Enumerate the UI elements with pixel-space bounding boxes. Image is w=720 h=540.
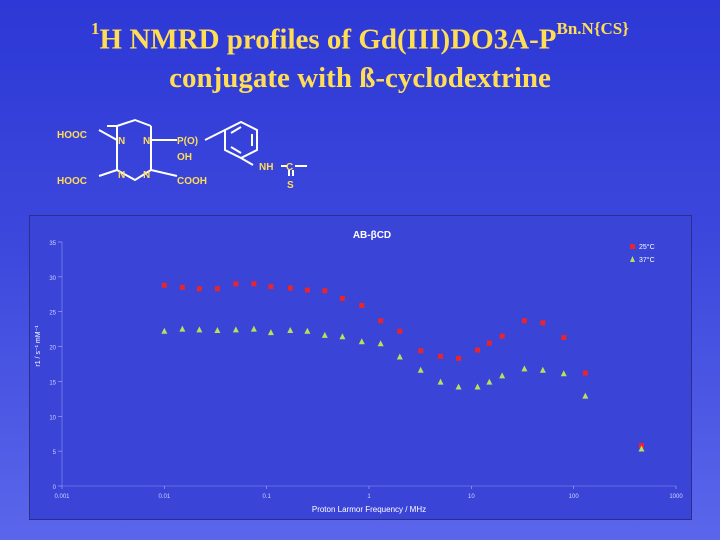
data-point-37c xyxy=(250,325,257,332)
chemical-structure: HOOC HOOC N N N N P(O) OH COOH NH C S xyxy=(57,118,307,191)
data-point-25c xyxy=(287,285,293,291)
sulfur-label: S xyxy=(287,180,294,191)
legend-label: 25°C xyxy=(639,243,655,251)
data-point-37c xyxy=(267,329,274,336)
x-tick-label: 0.1 xyxy=(262,494,271,500)
title-line-2: conjugate with ß-cyclodextrine xyxy=(169,61,551,94)
nitrogen-4-label: N xyxy=(143,170,150,181)
data-point-25c xyxy=(179,284,185,290)
phosphinate-label: P(O) xyxy=(177,136,198,147)
legend-swatch-25c xyxy=(630,244,635,249)
data-point-25c xyxy=(214,286,220,292)
data-point-37c xyxy=(499,372,506,379)
data-point-25c xyxy=(499,333,505,339)
hooc-top-label: HOOC xyxy=(57,130,87,141)
y-tick-label: 35 xyxy=(49,241,56,247)
title-line-1: 1H NMRD profiles of Gd(III)DO3A-PBn.N{CS… xyxy=(0,14,720,59)
data-point-25c xyxy=(359,302,365,308)
nh-label: NH xyxy=(259,162,273,173)
nitrogen-2-label: N xyxy=(143,136,150,147)
data-point-37c xyxy=(232,326,239,333)
title-main: H NMRD profiles of Gd(III)DO3A-P xyxy=(99,23,557,56)
x-tick-label: 0.001 xyxy=(54,494,70,500)
data-point-37c xyxy=(214,327,221,334)
data-point-37c xyxy=(196,326,203,333)
y-axis-label: r1 / s⁻¹ mM⁻¹ xyxy=(35,325,42,367)
y-tick-label: 25 xyxy=(49,311,56,317)
data-point-25c xyxy=(339,295,345,301)
data-point-25c xyxy=(268,284,274,290)
data-point-25c xyxy=(378,318,384,324)
legend-label: 37°C xyxy=(639,256,655,264)
data-point-37c xyxy=(339,333,346,340)
data-point-25c xyxy=(397,328,403,334)
data-point-37c xyxy=(455,383,462,390)
data-point-37c xyxy=(396,353,403,360)
title-superscript: Bn.N{CS} xyxy=(556,19,629,38)
data-point-37c xyxy=(287,327,294,334)
data-point-25c xyxy=(540,320,546,326)
superscript-one: 1 xyxy=(91,19,100,38)
data-point-25c xyxy=(475,347,481,353)
x-axis-label: Proton Larmor Frequency / MHz xyxy=(312,505,426,514)
data-point-37c xyxy=(321,331,328,338)
cooh-label: COOH xyxy=(177,176,207,187)
chart-marks xyxy=(161,281,645,452)
chart-title: AB-βCD xyxy=(353,230,391,241)
y-tick-label: 15 xyxy=(49,380,56,386)
y-tick-label: 10 xyxy=(49,415,56,421)
y-tick-label: 20 xyxy=(49,346,56,352)
data-point-25c xyxy=(486,340,492,346)
x-tick-label: 100 xyxy=(569,494,580,500)
carbon-label: C xyxy=(286,162,293,173)
hooc-bottom-label: HOOC xyxy=(57,176,87,187)
chart-axes xyxy=(61,242,676,487)
data-point-37c xyxy=(304,327,311,334)
data-point-37c xyxy=(521,365,528,372)
chart-panel: AB-βCD 0 5 10 15 20 25 30 35 0.001 0.01 0.1 1 10 100 1… xyxy=(29,215,692,520)
data-point-25c xyxy=(233,281,239,287)
data-point-25c xyxy=(418,348,424,354)
chart-legend: 25°C 37°C xyxy=(630,243,655,264)
x-tick-label: 10 xyxy=(468,494,475,500)
x-tick-label: 1000 xyxy=(669,494,683,500)
legend-swatch-37c xyxy=(630,256,635,262)
data-point-37c xyxy=(417,366,424,373)
data-point-37c xyxy=(539,366,546,373)
nitrogen-1-label: N xyxy=(118,136,125,147)
data-point-37c xyxy=(638,445,645,452)
data-point-25c xyxy=(322,288,328,294)
slide-title: 1H NMRD profiles of Gd(III)DO3A-PBn.N{CS… xyxy=(0,14,720,97)
y-tick-label: 30 xyxy=(49,276,56,282)
data-point-37c xyxy=(437,378,444,385)
y-tick-label: 5 xyxy=(53,450,57,456)
data-point-25c xyxy=(456,355,462,361)
data-point-25c xyxy=(161,282,167,288)
hydroxyl-label: OH xyxy=(177,152,192,163)
x-tick-label: 0.01 xyxy=(158,494,170,500)
data-point-37c xyxy=(486,378,493,385)
y-tick-label: 0 xyxy=(53,485,57,491)
nmrd-chart: AB-βCD 0 5 10 15 20 25 30 35 0.001 0.01 0.1 1 10 100 1… xyxy=(35,230,683,514)
data-point-25c xyxy=(582,370,588,376)
data-point-25c xyxy=(438,353,444,359)
data-point-25c xyxy=(561,335,567,341)
data-point-25c xyxy=(304,287,310,293)
structure-bonds xyxy=(98,118,307,182)
data-point-37c xyxy=(560,370,567,377)
data-point-37c xyxy=(358,338,365,345)
data-point-37c xyxy=(179,325,186,332)
nitrogen-3-label: N xyxy=(118,170,125,181)
x-tick-label: 1 xyxy=(367,494,371,500)
chart-ticks: 0 5 10 15 20 25 30 35 0.001 0.01 0.1 1 10 100 1000 xyxy=(49,241,683,500)
data-point-25c xyxy=(251,281,257,287)
data-point-37c xyxy=(161,327,168,334)
data-point-37c xyxy=(377,340,384,347)
data-point-25c xyxy=(196,286,202,292)
data-point-37c xyxy=(474,383,481,390)
data-point-37c xyxy=(582,392,589,399)
data-point-25c xyxy=(521,318,527,324)
